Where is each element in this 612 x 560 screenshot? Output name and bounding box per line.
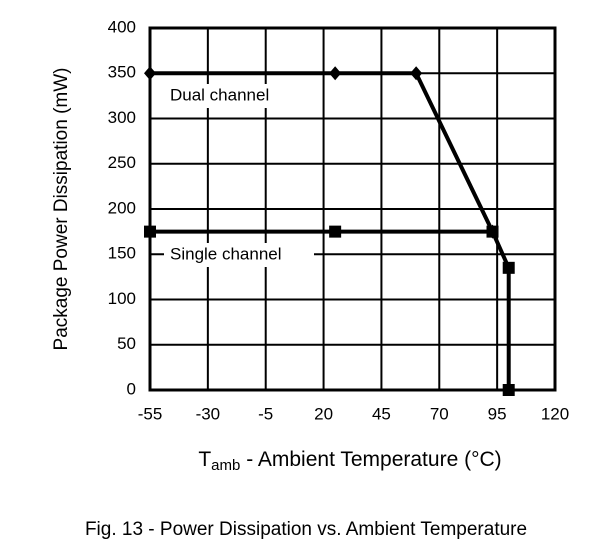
y-tick-label: 300 [108,108,136,127]
y-tick-label: 400 [108,17,136,36]
marker [486,225,499,238]
x-tick-label: -30 [196,404,221,423]
x-label-symbol: T [198,448,211,471]
x-tick-label: 120 [541,404,569,423]
marker [144,66,156,81]
marker [329,66,342,81]
x-tick-label: -5 [258,404,273,423]
y-tick-label: 350 [108,63,136,82]
x-label-text: - Ambient Temperature (°C) [240,448,501,471]
marker [329,225,342,238]
y-tick-label: 100 [108,289,136,308]
series-label: Single channel [170,244,282,263]
x-label-subscript: amb [211,457,240,474]
y-tick-label: 150 [108,244,136,263]
x-tick-label: 95 [488,404,507,423]
chart-title: Fig. 13 - Power Dissipation vs. Ambient … [85,519,527,540]
y-tick-label: 50 [117,334,136,353]
marker [144,225,156,238]
series-line [150,71,495,233]
x-tick-label: 70 [430,404,449,423]
label-background [164,84,314,108]
y-tick-label: 250 [108,153,136,172]
label-background [164,243,314,267]
x-tick-label: -55 [138,404,163,423]
x-tick-label: 45 [372,404,391,423]
series-label: Dual channel [170,85,269,104]
marker [502,384,515,396]
x-axis-label: Tamb - Ambient Temperature (°C) [198,448,501,474]
plot-frame [148,26,557,392]
marker [502,261,515,274]
marker [410,66,423,81]
y-tick-label: 0 [127,379,136,398]
y-axis-label: Package Power Dissipation (mW) [51,68,72,351]
x-tick-label: 20 [314,404,333,423]
y-tick-label: 200 [108,198,136,217]
